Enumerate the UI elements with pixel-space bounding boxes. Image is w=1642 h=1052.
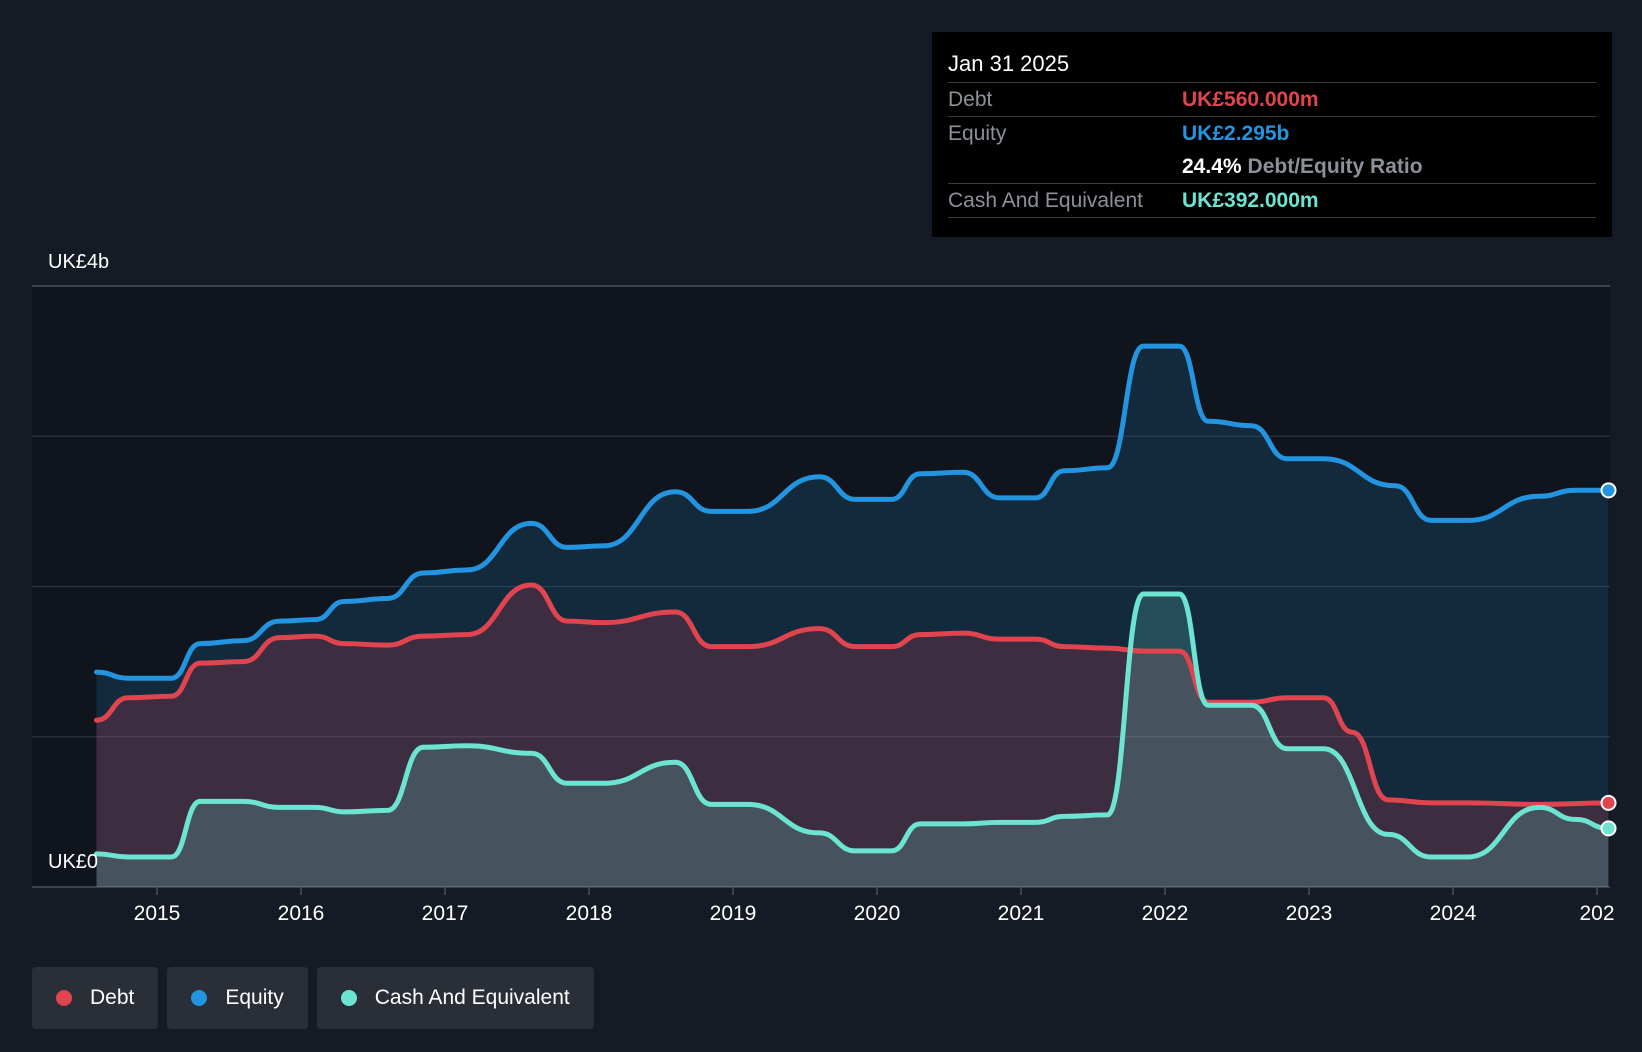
- cash-area: [96, 594, 1609, 887]
- tooltip-date: Jan 31 2025: [948, 51, 1070, 76]
- tooltip-ratio-value: 24.4%: [1182, 154, 1242, 178]
- x-tick-label: 2022: [1142, 902, 1189, 925]
- x-tick-label: 2020: [854, 902, 901, 925]
- legend-label-debt: Debt: [90, 986, 135, 1009]
- end-markers: [1600, 482, 1617, 837]
- series-areas: [96, 346, 1609, 888]
- cash-dot-icon: [340, 990, 357, 1006]
- tooltip: Jan 31 2025 Debt UK£560.000m Equity UK£2…: [932, 32, 1612, 237]
- tooltip-equity-value: UK£2.295b: [1182, 121, 1290, 145]
- tooltip-cash-value: UK£392.000m: [1182, 188, 1319, 212]
- x-tick-label: 2018: [566, 902, 613, 925]
- legend-label-equity: Equity: [225, 986, 284, 1009]
- tooltip-debt-row: Debt UK£560.000m: [948, 82, 1596, 116]
- legend-item-equity[interactable]: Equity: [167, 967, 308, 1029]
- debt-end-marker[interactable]: [1600, 794, 1617, 811]
- x-tick-label: 2021: [998, 902, 1045, 925]
- tooltip-equity-label: Equity: [948, 121, 1007, 145]
- x-tick-label: 2019: [710, 902, 757, 925]
- cash-end-marker[interactable]: [1600, 820, 1617, 837]
- tooltip-cash-label: Cash And Equivalent: [948, 188, 1143, 212]
- tooltip-ratio-row: 24.4% Debt/Equity Ratio: [948, 150, 1596, 183]
- cash-line: [94, 591, 1610, 860]
- equity-area: [96, 346, 1609, 888]
- tooltip-equity-row: Equity UK£2.295b: [948, 116, 1596, 150]
- series-lines: [94, 343, 1610, 860]
- x-tick-label: 2015: [134, 902, 181, 925]
- grid-lines: [32, 285, 1610, 888]
- x-tick-label: 202: [1579, 902, 1614, 925]
- tooltip-cash-row: Cash And Equivalent UK£392.000m: [948, 183, 1596, 218]
- legend-item-debt[interactable]: Debt: [32, 967, 159, 1029]
- debt-line: [94, 582, 1610, 807]
- y-axis-top-label: UK£4b: [48, 251, 110, 273]
- legend: Debt Equity Cash And Equivalent: [32, 967, 594, 1029]
- x-axis-ticks: 2015 2016 2017 2018 2019 2020 2021 2022 2023 2024…: [134, 887, 1615, 925]
- debt-area: [96, 585, 1609, 887]
- y-axis-bottom-label: UK£0: [48, 851, 99, 873]
- x-tick-label: 2024: [1430, 902, 1477, 925]
- equity-dot-icon: [191, 990, 208, 1006]
- debt-dot-icon: [56, 990, 72, 1006]
- legend-item-cash[interactable]: Cash And Equivalent: [316, 967, 594, 1029]
- x-tick-label: 2017: [422, 902, 469, 925]
- legend-label-cash: Cash And Equivalent: [374, 986, 570, 1009]
- tooltip-ratio-label: Debt/Equity Ratio: [1247, 154, 1423, 178]
- tooltip-debt-label: Debt: [948, 87, 993, 111]
- equity-line: [94, 343, 1610, 681]
- x-tick-label: 2016: [278, 902, 325, 925]
- tooltip-debt-value: UK£560.000m: [1182, 87, 1319, 111]
- x-tick-label: 2023: [1286, 902, 1333, 925]
- equity-end-marker[interactable]: [1600, 482, 1617, 499]
